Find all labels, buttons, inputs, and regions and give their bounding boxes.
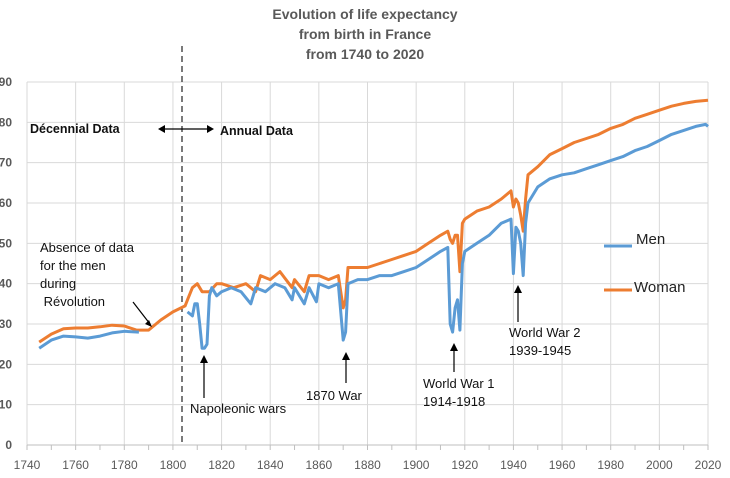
series-lines: [38, 98, 709, 350]
x-tick-label: 1740: [14, 458, 41, 472]
ww2-label: World War 2 1939-1945: [509, 324, 581, 360]
decennial-label: Décennial Data: [30, 122, 120, 136]
ww2-arrow-head: [514, 285, 522, 293]
legend-woman: Woman: [634, 279, 686, 296]
absence-line: for the men: [40, 258, 106, 273]
x-tick-label: 1900: [403, 458, 430, 472]
ww2-line: World War 2: [509, 325, 581, 340]
x-tick-label: 1980: [597, 458, 624, 472]
ww1-line: World War 1: [423, 376, 495, 391]
series-line-woman: [38, 98, 709, 344]
ww1-arrow-head: [450, 343, 458, 351]
y-tick-label: 50: [0, 236, 12, 250]
double-arrow-heads: [158, 125, 214, 133]
war1870-arrow-head: [342, 352, 350, 360]
x-tick-label: 1840: [257, 458, 284, 472]
x-tick-label: 2000: [646, 458, 673, 472]
absence-label: Absence of data for the men during Révol…: [40, 239, 134, 311]
title-line: from birth in France: [298, 26, 432, 42]
x-tick-label: 1880: [354, 458, 381, 472]
annual-label: Annual Data: [220, 124, 293, 138]
napoleonic-label: Napoleonic wars: [190, 401, 287, 416]
legend-men: Men: [636, 231, 666, 248]
x-tick-label: 1800: [160, 458, 187, 472]
chart-title: Evolution of life expectancy from birth …: [180, 4, 550, 64]
ww2-line: 1939-1945: [509, 343, 572, 358]
absence-line: Absence of data: [40, 240, 134, 255]
x-tick-label: 1760: [62, 458, 89, 472]
gridlines: [26, 81, 709, 446]
y-tick-label: 10: [0, 398, 12, 412]
y-tick-label: 80: [0, 115, 12, 129]
war1870-label: 1870 War: [306, 388, 362, 403]
series-line-men: [38, 329, 139, 350]
x-tick-label: 2020: [695, 458, 722, 472]
legend: [604, 244, 632, 292]
ww1-line: 1914-1918: [423, 394, 486, 409]
series-line-men: [186, 122, 709, 350]
axes: 1740 1760 1780 1800 1820 1840 1860 1880 1900 1920…: [0, 75, 722, 472]
x-tick-label: 1860: [306, 458, 333, 472]
x-tick-label: 1960: [549, 458, 576, 472]
ww1-label: World War 1 1914-1918: [423, 375, 495, 411]
y-tick-label: 20: [0, 357, 12, 371]
absence-arrow-head: [145, 320, 152, 327]
y-tick-label: 70: [0, 156, 12, 170]
absence-arrow-line: [132, 301, 151, 325]
napoleonic-arrow-head: [200, 355, 208, 363]
x-tick-label: 1920: [451, 458, 478, 472]
title-line: from 1740 to 2020: [305, 46, 425, 62]
y-tick-label: 0: [5, 438, 12, 452]
x-tick-label: 1940: [500, 458, 527, 472]
annotation-arrows: [132, 125, 522, 398]
y-tick-label: 30: [0, 317, 12, 331]
y-tick-label: 40: [0, 277, 12, 291]
y-tick-label: 90: [0, 75, 12, 89]
absence-line: during: [40, 276, 77, 291]
x-tick-label: 1820: [208, 458, 235, 472]
absence-line: Révolution: [40, 294, 106, 309]
y-tick-label: 60: [0, 196, 12, 210]
x-tick-label: 1780: [111, 458, 138, 472]
title-line: Evolution of life expectancy: [272, 6, 458, 22]
